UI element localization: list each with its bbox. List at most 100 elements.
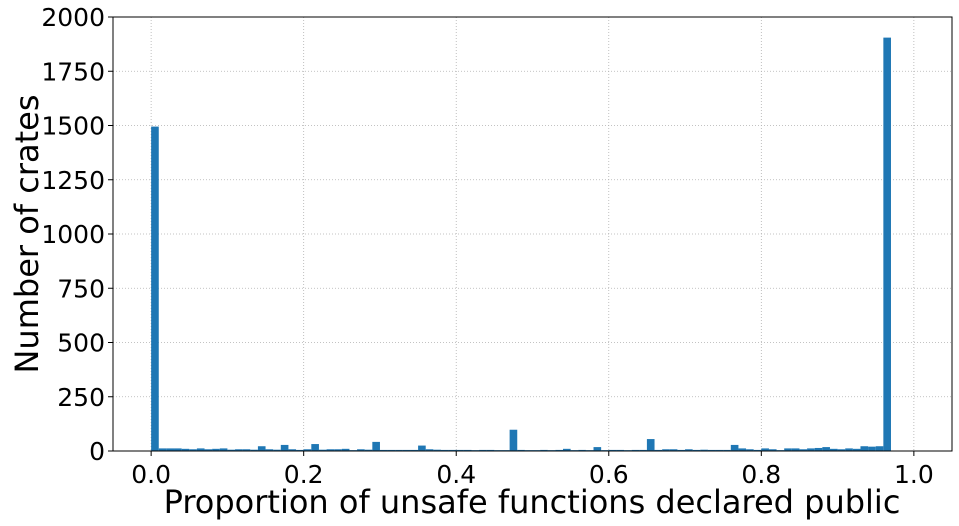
histogram-bar	[616, 449, 625, 451]
histogram-bar	[280, 444, 289, 451]
histogram-bar	[296, 449, 304, 451]
histogram-bar	[181, 448, 190, 451]
histogram-bar	[433, 449, 441, 451]
histogram-bar	[166, 448, 175, 451]
histogram-bar	[700, 449, 708, 451]
histogram-bar	[608, 449, 617, 451]
y-axis-label: Number of crates	[8, 95, 46, 374]
histogram-bar	[357, 449, 365, 451]
histogram-bar	[791, 448, 800, 451]
histogram-bar	[387, 449, 396, 451]
histogram-bar	[448, 449, 457, 451]
histogram-bar	[807, 448, 815, 451]
histogram-bar	[288, 449, 297, 451]
histogram-bar	[395, 449, 403, 451]
histogram-bar	[685, 449, 693, 451]
x-tick-label: 0.2	[284, 460, 324, 489]
histogram-bar	[761, 448, 769, 451]
histogram-bar	[883, 37, 891, 452]
x-tick-label: 1.0	[894, 460, 934, 489]
y-tick-label: 1500	[41, 112, 105, 141]
histogram-bar	[196, 448, 205, 451]
histogram-bar	[341, 448, 350, 451]
histogram-bar	[364, 449, 373, 451]
histogram-bar	[334, 449, 342, 451]
y-tick-label: 1750	[41, 57, 105, 86]
histogram-bar	[860, 446, 869, 451]
histogram-bar	[563, 448, 571, 451]
x-axis-label: Proportion of unsafe functions declared …	[164, 483, 901, 521]
histogram-bar	[227, 449, 236, 451]
histogram-bar	[372, 441, 380, 451]
histogram-bar	[486, 449, 495, 451]
bars	[151, 37, 891, 452]
histogram-bar	[662, 449, 670, 451]
histogram-bar	[517, 449, 525, 451]
y-tick-label: 1250	[41, 166, 105, 195]
histogram-bar	[578, 449, 586, 451]
histogram-bar	[875, 446, 884, 451]
histogram-bar	[212, 448, 220, 451]
histogram-bar	[174, 448, 182, 451]
y-tick-label: 750	[57, 274, 105, 303]
y-axis-ticks: 0 250 500 750 1000 1250 1500 1750 2000	[41, 3, 113, 466]
histogram-bar	[692, 449, 701, 451]
histogram-bar	[440, 449, 449, 451]
histogram-bar	[158, 448, 167, 451]
histogram-bar	[402, 449, 411, 451]
x-tick-label: 0.4	[436, 460, 476, 489]
histogram-bar	[219, 448, 228, 451]
histogram-bar	[311, 444, 319, 451]
histogram-bar	[738, 448, 747, 451]
histogram-bar	[730, 444, 739, 451]
histogram-bar	[456, 449, 464, 451]
y-tick-label: 1000	[41, 220, 105, 249]
x-tick-label: 0.8	[741, 460, 781, 489]
histogram-bar	[631, 449, 640, 451]
histogram-bar	[746, 449, 754, 451]
histogram-bar	[829, 448, 838, 451]
histogram-bar	[379, 449, 388, 451]
histogram-bar	[593, 447, 602, 451]
histogram-bar	[303, 449, 312, 451]
histogram-bar	[242, 449, 251, 451]
histogram-bar	[852, 448, 861, 451]
y-tick-label: 0	[89, 437, 105, 466]
histogram-bar	[639, 449, 647, 451]
histogram-bar	[555, 449, 564, 451]
histogram-bar	[425, 449, 434, 451]
histogram-bar	[845, 448, 853, 451]
histogram-bar	[509, 429, 518, 451]
y-tick-label: 500	[57, 329, 105, 358]
histogram-bar	[479, 449, 487, 451]
histogram-bar	[646, 439, 655, 451]
histogram-bar	[868, 446, 876, 451]
histogram-bar	[753, 449, 762, 451]
histogram-bar	[814, 447, 823, 451]
x-tick-label: 0.6	[589, 460, 629, 489]
histogram-bar	[837, 449, 846, 451]
y-tick-label: 2000	[41, 3, 105, 32]
histogram-bar	[235, 449, 243, 451]
plot-background	[113, 17, 952, 451]
histogram-bar	[723, 449, 731, 451]
histogram-bar	[707, 449, 716, 451]
histogram-bar	[265, 449, 274, 451]
histogram-bar	[654, 449, 663, 451]
histogram-bar	[273, 449, 281, 451]
histogram-bar	[715, 449, 724, 451]
histogram-bar	[540, 449, 548, 451]
histogram-bar	[257, 446, 266, 451]
x-axis-ticks: 0.0 0.2 0.4 0.6 0.8 1.0	[131, 451, 934, 489]
histogram-bar	[250, 449, 258, 451]
histogram-bar	[151, 126, 159, 452]
histogram-bar	[677, 449, 686, 451]
histogram-bar	[326, 449, 335, 451]
histogram-bar	[463, 449, 472, 451]
histogram-bar	[410, 449, 419, 451]
histogram-bar	[822, 447, 830, 451]
histogram-bar	[189, 449, 197, 451]
histogram-bar	[799, 449, 808, 451]
histogram-bar	[669, 449, 678, 451]
